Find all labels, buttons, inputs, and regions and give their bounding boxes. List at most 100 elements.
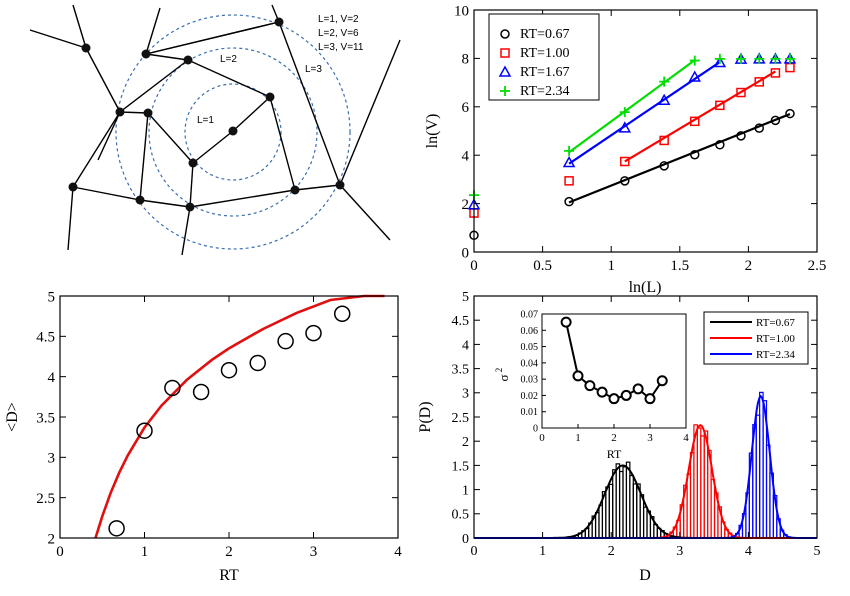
ring-l1 [184,83,282,181]
meanD-point [220,361,238,379]
PD-ytick-label: 1.5 [452,459,470,474]
PD-ytick-label: 4 [462,338,469,353]
meanD-point [108,520,125,537]
meanD-chart: 0 1 2 3 4 2 2.5 3 3.5 4 4.5 5 RT <D> [4,289,402,584]
annotation-l2: L=2, V=6 [318,28,359,39]
network-edge [145,7,161,55]
network-edge [119,59,189,113]
PD-legend-label-0: RT=0.67 [756,317,795,329]
lnV-ticks: 0 0.5 1 1.5 2 2.5 0 2 4 6 8 10 [454,3,826,274]
lnV-legend-label-1: RT=1.00 [520,46,569,61]
meanD-fit-curve [94,294,385,539]
meanD-ylabel: <D> [4,402,21,432]
lnV-xtick-label: 0 [470,258,478,274]
meanD-point [277,332,294,350]
lnV-frame [473,9,818,253]
inset-point [572,370,584,382]
ring-label-l3: L=3 [305,64,322,75]
inset-ticks: 0 1 2 3 4 0 0.01 0.02 0.03 0.04 0.05 0.06 0.07 [521,310,690,445]
meanD-curve [94,294,385,539]
inset-ytick-label: 0.06 [521,326,539,337]
meanD-point [136,422,153,439]
inset-ytick-label: 0 [533,424,538,435]
lnV-point-0 [785,108,795,119]
lnV-point-1 [564,176,574,186]
lnV-ytick-label: 0 [462,245,470,261]
lnV-legend-label-3: RT=2.34 [520,84,569,99]
inset-ytick-label: 0.04 [521,358,539,369]
network-edge [294,184,341,191]
network-edge [72,186,141,201]
lnV-fit-line-0 [568,113,791,204]
lnV-xtick-label: 0.5 [533,258,552,274]
PD-ytick-label: 0.5 [452,508,470,523]
lnV-fit-line-2 [568,61,721,165]
meanD-ytick-label: 4.5 [36,330,55,346]
ring-label-l2: L=2 [220,54,237,65]
lnV-point-3 [735,53,746,64]
inset-ylabel-exponent: 2 [494,368,504,373]
lnV-point-2 [562,155,576,168]
meanD-point [192,383,210,401]
network-edge [29,29,87,49]
meanD-xtick-label: 0 [56,544,64,560]
meanD-ytick-label: 2 [48,531,56,547]
PD-curve-0 [474,464,817,539]
ring-l3 [115,14,351,250]
lnV-fit-line-1 [624,70,776,163]
meanD-point [333,305,351,322]
lnV-fit-lines [568,59,791,204]
network-node [228,126,238,136]
inset-point [584,380,596,392]
network-node [143,108,153,118]
lnV-point-0 [715,140,725,150]
lnV-xtick-label: 1.5 [670,258,689,274]
network-edge [97,111,121,161]
network-nodes [68,17,345,212]
PD-legend-label-2: RT=2.34 [756,349,795,361]
PD-ylabel: P(D) [417,401,434,432]
lnV-chart: 0 0.5 1 1.5 2 2.5 0 2 4 6 8 10 ln(L) ln(V) RT=0.67 … [424,3,826,296]
inset-point [656,375,668,387]
network-edge [67,186,74,251]
inset-xtick-label: 2 [611,432,617,444]
lnV-point-0 [564,196,574,207]
ring-label-l1: L=1 [197,115,214,126]
ring-l2 [148,47,318,217]
network-node [183,55,193,65]
meanD-ytick-label: 4 [48,370,56,386]
PD-xtick-label: 4 [745,544,752,559]
lnV-legend-label-2: RT=1.67 [520,65,569,80]
lnV-legend-marker-3 [500,86,510,96]
PD-ytick-label: 3.5 [452,363,470,378]
PD-xtick-label: 1 [539,544,546,559]
PD-curve-1 [474,424,817,539]
lnV-xtick-label: 2.5 [808,258,827,274]
lnV-legend-marker-0 [500,29,510,39]
lnV-point-1 [620,156,630,167]
network-edges [29,4,401,256]
meanD-points [108,305,351,537]
lnV-fit-line-3 [568,59,696,154]
PD-ytick-label: 5 [462,290,469,305]
network-edge [189,162,194,208]
lnV-point-0 [736,131,746,141]
PD-legend: RT=0.67 RT=1.00 RT=2.34 [703,311,809,365]
network-edge [85,47,121,113]
lnV-xtick-label: 2 [745,258,753,274]
meanD-xtick-label: 4 [394,544,402,560]
lnV-point-1 [770,68,781,78]
annotation-l3: L=3, V=11 [318,42,364,53]
network-edge [139,199,191,208]
lnV-point-0 [659,161,669,171]
lnV-point-0 [690,149,700,160]
network-edge [145,21,280,55]
inset-frame [541,313,687,429]
lnV-point-3 [714,53,725,64]
network-edge [145,53,189,61]
lnV-xlabel: ln(L) [629,279,662,296]
network-node [188,158,198,168]
lnV-point-3 [564,145,575,156]
lnV-point-3 [770,53,781,64]
